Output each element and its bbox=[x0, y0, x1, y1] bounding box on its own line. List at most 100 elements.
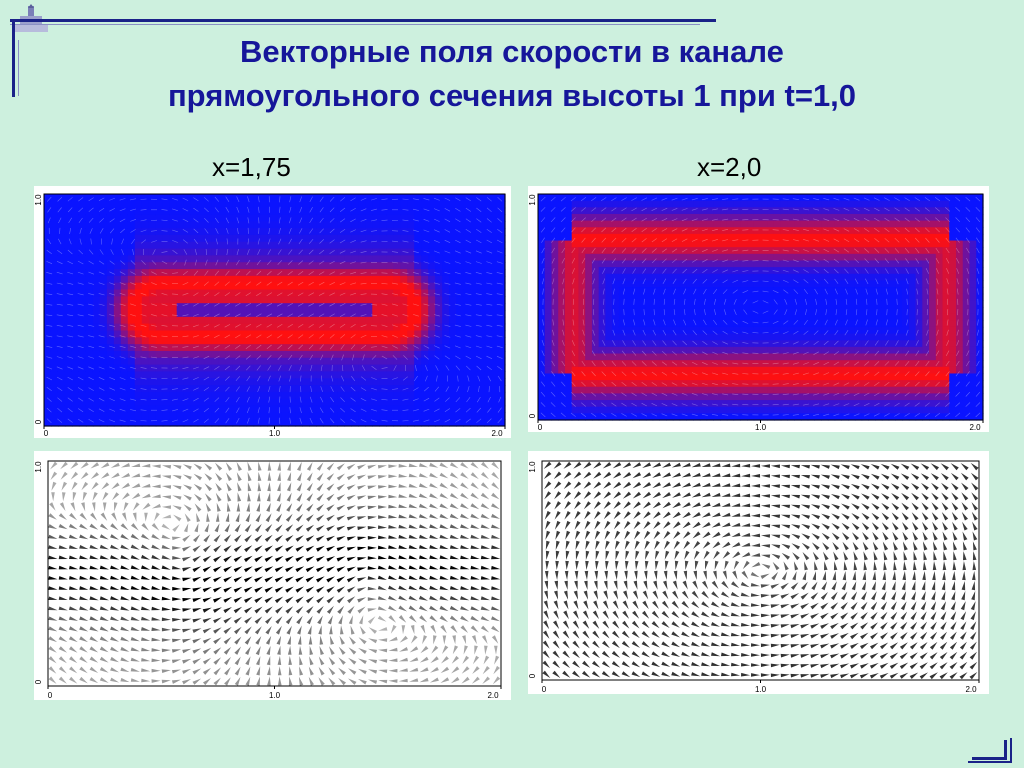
heatmap-cell bbox=[148, 194, 157, 202]
heatmap-cell bbox=[827, 213, 836, 222]
heatmap-cell bbox=[834, 400, 843, 408]
heatmap-cell bbox=[127, 398, 136, 407]
heatmap-cell bbox=[544, 333, 553, 341]
heatmap-cell bbox=[652, 233, 660, 242]
heatmap-cell bbox=[747, 313, 755, 321]
heatmap-cell bbox=[612, 240, 620, 248]
vector-streak bbox=[330, 386, 334, 392]
vector-streak bbox=[412, 272, 419, 275]
heatmap-cell bbox=[544, 287, 553, 295]
heatmap-cell bbox=[498, 310, 506, 318]
heatmap-cell bbox=[881, 280, 890, 288]
heatmap-cell bbox=[211, 228, 220, 236]
vector-streak bbox=[57, 387, 63, 392]
heatmap-cell bbox=[197, 200, 206, 209]
vector-streak bbox=[433, 208, 440, 212]
heatmap-cell bbox=[720, 260, 728, 268]
heatmap-cell bbox=[428, 241, 436, 250]
heatmap-cell bbox=[491, 398, 499, 407]
heatmap-cell bbox=[484, 241, 492, 250]
heatmap-cell bbox=[218, 289, 227, 297]
heatmap-cell bbox=[591, 386, 600, 395]
heatmap-cell bbox=[672, 393, 681, 401]
vector-streak bbox=[161, 325, 168, 327]
vector-streak bbox=[67, 408, 73, 413]
vector-streak bbox=[171, 398, 178, 401]
heatmap-cell bbox=[316, 398, 324, 407]
heatmap-cell bbox=[564, 406, 573, 414]
heatmap-cell bbox=[120, 357, 129, 366]
heatmap-cell bbox=[666, 393, 674, 401]
vector-streak bbox=[88, 356, 95, 359]
heatmap-cell bbox=[281, 378, 290, 386]
heatmap-cell bbox=[78, 350, 87, 359]
vector-streak bbox=[381, 399, 388, 401]
heatmap-cell bbox=[288, 282, 297, 291]
vector-streak bbox=[182, 356, 189, 359]
vector-streak bbox=[161, 219, 168, 221]
heatmap-cell bbox=[686, 346, 694, 355]
vector-streak bbox=[98, 335, 105, 338]
heatmap-cell bbox=[246, 255, 255, 263]
heatmap-cell bbox=[868, 227, 876, 235]
heatmap-cell bbox=[544, 313, 553, 321]
heatmap-cell bbox=[127, 255, 136, 263]
heatmap-cell bbox=[881, 273, 890, 282]
heatmap-cell bbox=[246, 296, 255, 304]
heatmap-cell bbox=[239, 303, 248, 311]
heatmap-cell bbox=[861, 313, 869, 321]
heatmap-cell bbox=[470, 316, 478, 325]
heatmap-cell bbox=[113, 371, 122, 379]
heatmap-cell bbox=[854, 393, 863, 401]
heatmap-cell bbox=[821, 260, 829, 268]
heatmap-cell bbox=[176, 221, 185, 229]
vector-streak bbox=[224, 345, 231, 349]
heatmap-cell bbox=[442, 296, 450, 304]
heatmap-cell bbox=[393, 371, 401, 379]
heatmap-cell bbox=[400, 255, 408, 263]
heatmap-cell bbox=[386, 282, 394, 291]
heatmap-cell bbox=[456, 316, 464, 325]
heatmap-cell bbox=[183, 330, 192, 338]
heatmap-cell bbox=[344, 391, 352, 400]
heatmap-cell bbox=[414, 371, 422, 379]
vector-streak bbox=[288, 365, 292, 371]
heatmap-cell bbox=[639, 313, 647, 321]
heatmap-cell bbox=[197, 337, 206, 345]
vector-streak bbox=[475, 261, 482, 264]
heatmap-cell bbox=[854, 346, 863, 355]
heatmap-cell bbox=[407, 248, 415, 257]
heatmap-cell bbox=[706, 253, 714, 262]
heatmap-cell bbox=[861, 406, 869, 414]
heatmap-cell bbox=[854, 227, 863, 235]
heatmap-cell bbox=[407, 194, 415, 202]
heatmap-cell bbox=[442, 357, 450, 366]
heatmap-cell bbox=[309, 405, 317, 413]
vector-streak bbox=[172, 219, 178, 222]
heatmap-cell bbox=[288, 391, 297, 400]
heatmap-cell bbox=[169, 398, 178, 407]
heatmap-cell bbox=[794, 213, 802, 222]
vector-streak bbox=[77, 293, 84, 296]
vector-streak bbox=[140, 292, 147, 296]
heatmap-cell bbox=[260, 371, 269, 379]
vector-streak bbox=[299, 228, 303, 234]
heatmap-cell bbox=[148, 289, 157, 297]
vector-streak bbox=[330, 397, 335, 403]
heatmap-cell bbox=[794, 333, 802, 341]
heatmap-cell bbox=[861, 346, 869, 355]
vector-streak bbox=[278, 217, 281, 224]
heatmap-cell bbox=[351, 241, 359, 250]
heatmap-cell bbox=[414, 385, 422, 393]
heatmap-cell bbox=[44, 391, 52, 400]
vector-streak bbox=[119, 408, 126, 412]
heatmap-cell bbox=[106, 241, 115, 250]
vector-streak bbox=[171, 314, 178, 316]
vector-streak bbox=[151, 240, 157, 243]
heatmap-cell bbox=[211, 262, 220, 270]
vector-streak bbox=[214, 376, 220, 381]
vector-streak bbox=[203, 302, 210, 307]
heatmap-cell bbox=[726, 213, 735, 222]
vector-streak bbox=[308, 313, 314, 318]
heatmap-cell bbox=[64, 364, 73, 373]
